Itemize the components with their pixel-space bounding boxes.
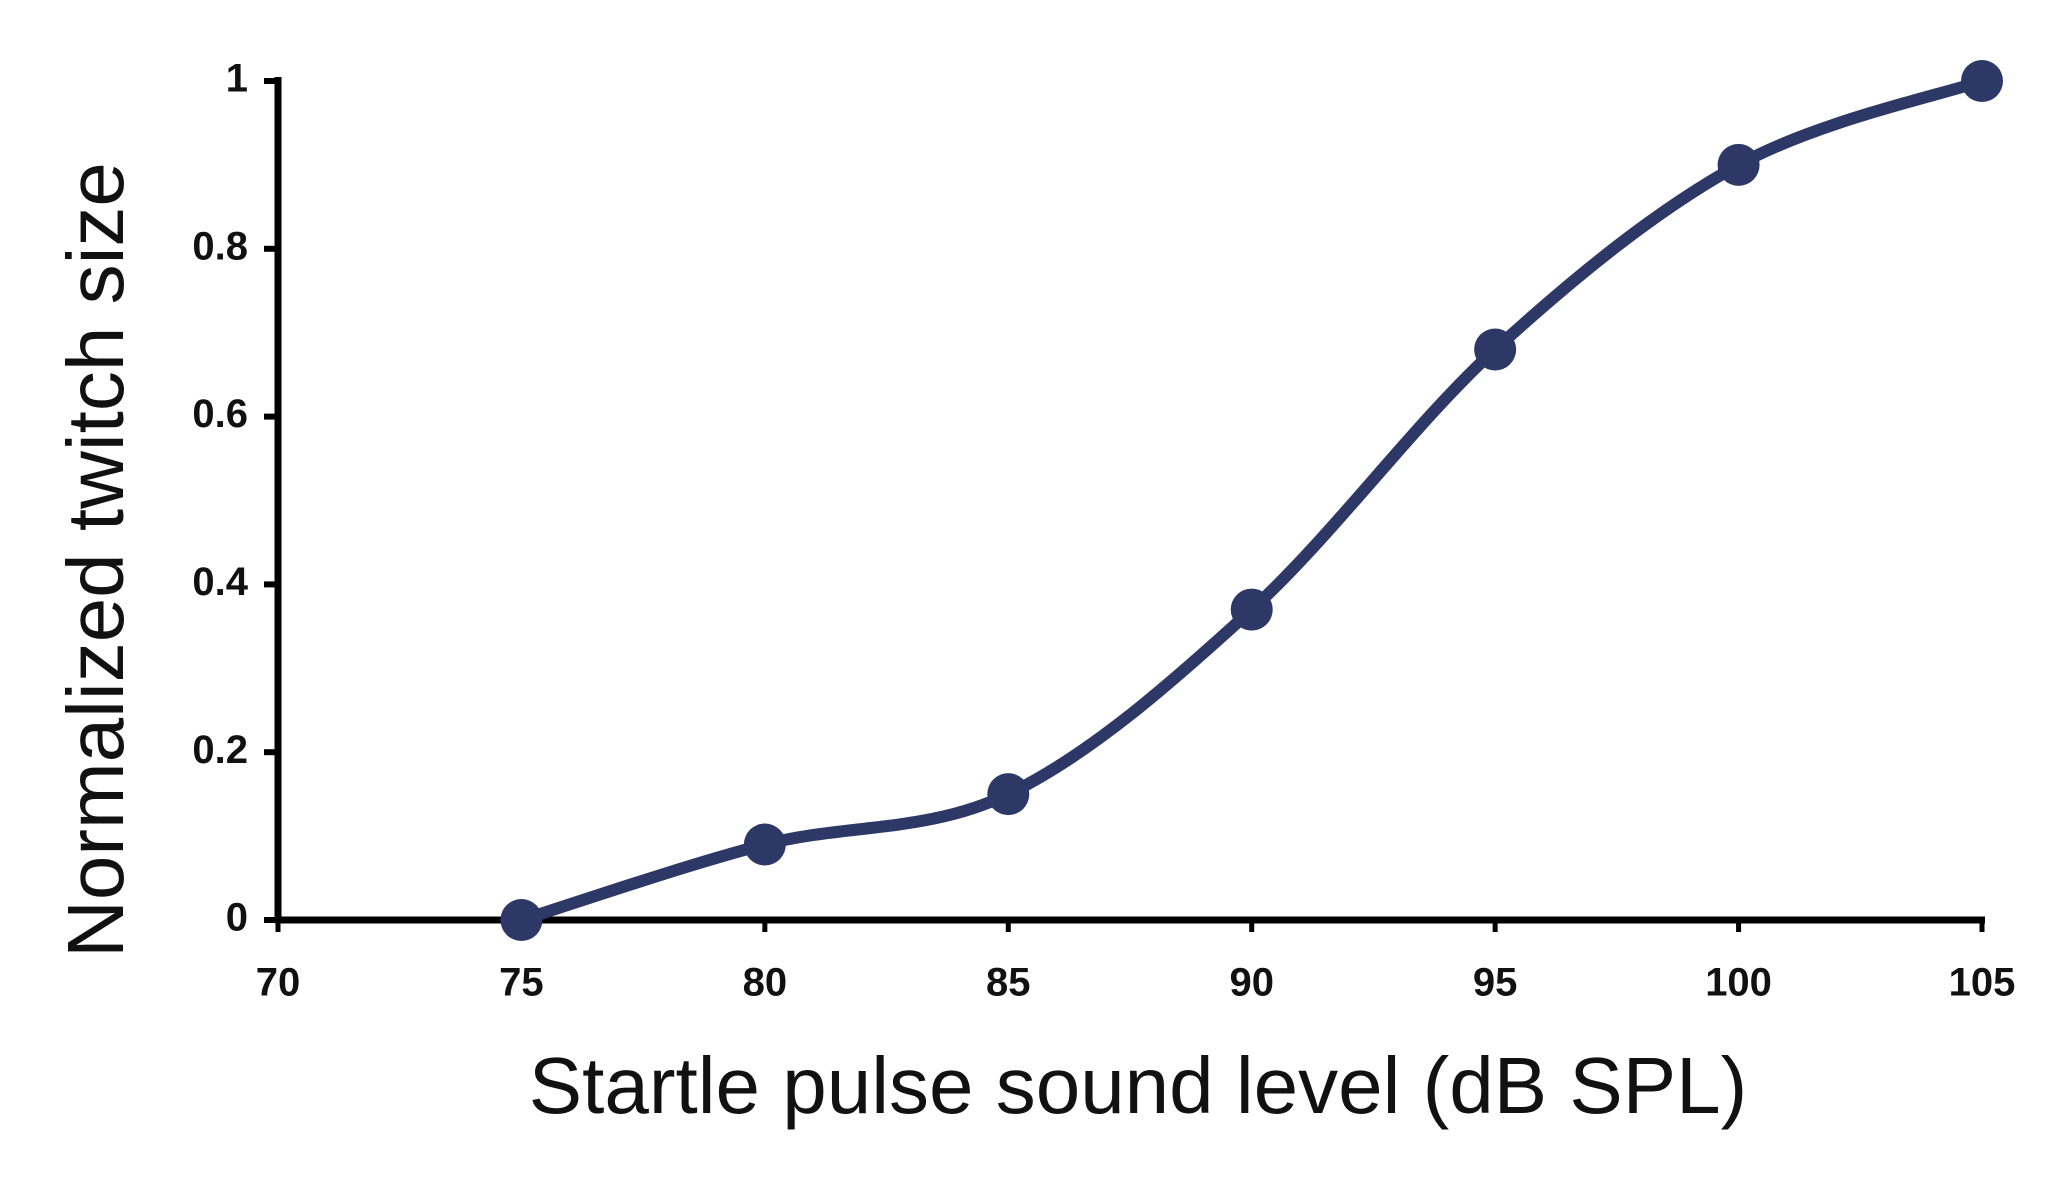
- x-axis-label: Startle pulse sound level (dB SPL): [529, 1041, 1747, 1130]
- x-tick-label: 95: [1473, 961, 1518, 1005]
- marker: [1961, 60, 2003, 102]
- x-tick-label: 100: [1705, 961, 1772, 1005]
- x-tick-label: 70: [256, 961, 301, 1005]
- marker: [1230, 588, 1273, 631]
- y-tick-label: 0: [226, 896, 248, 940]
- y-tick-label: 0.4: [192, 560, 248, 604]
- x-tick-label: 85: [986, 961, 1031, 1005]
- y-tick-label: 0.8: [192, 224, 248, 268]
- marker: [743, 823, 786, 866]
- marker: [987, 773, 1030, 816]
- marker: [500, 899, 543, 941]
- y-axis-label: Normalized twitch size: [51, 162, 140, 958]
- marker: [1474, 328, 1517, 371]
- y-tick-label: 0.2: [192, 728, 248, 772]
- y-tick-label: 0.6: [192, 392, 248, 436]
- line: [515, 75, 1988, 926]
- x-tick-label: 80: [743, 961, 788, 1005]
- x-tick-label: 105: [1949, 961, 2016, 1005]
- marker: [1717, 143, 1760, 186]
- y-tick-label: 1: [226, 57, 248, 101]
- x-tick-label: 90: [1229, 961, 1274, 1005]
- x-tick-label: 75: [499, 961, 544, 1005]
